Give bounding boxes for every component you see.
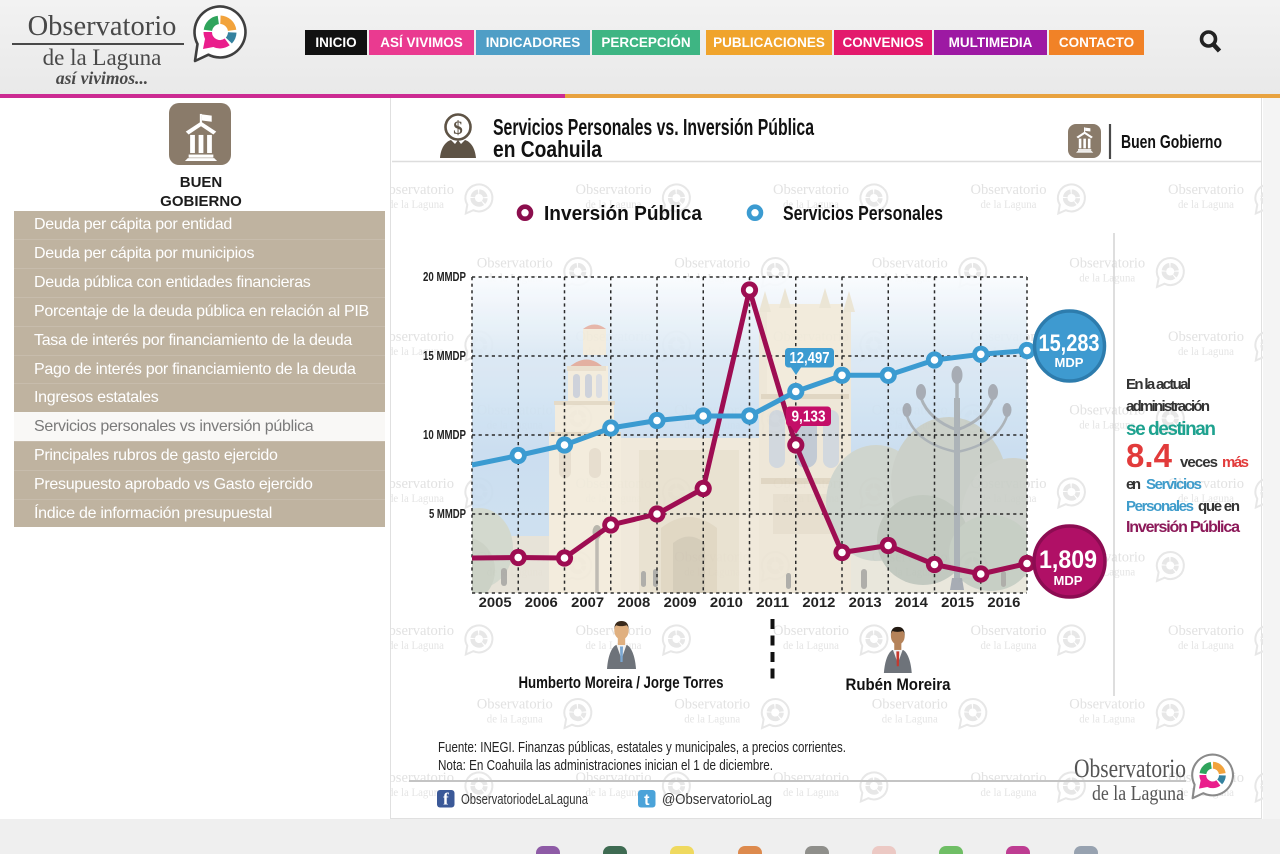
svg-text:1,809: 1,809 xyxy=(1039,546,1097,574)
svg-text:Observatorio: Observatorio xyxy=(391,329,454,345)
svg-text:9,133: 9,133 xyxy=(792,408,826,425)
svg-text:Observatorio: Observatorio xyxy=(1074,754,1186,783)
svg-text:veces: veces xyxy=(1180,454,1218,471)
svg-text:de la Laguna: de la Laguna xyxy=(1079,270,1136,284)
svg-text:de la Laguna: de la Laguna xyxy=(391,197,445,211)
svg-text:se destinan: se destinan xyxy=(1126,419,1216,440)
svg-text:de la Laguna: de la Laguna xyxy=(391,491,445,505)
svg-text:Humberto Moreira / Jorge Torre: Humberto Moreira / Jorge Torres xyxy=(519,673,724,692)
svg-text:Fuente: INEGI. Finanzas públic: Fuente: INEGI. Finanzas públicas, estata… xyxy=(438,739,846,756)
svg-text:que en: que en xyxy=(1198,498,1240,515)
svg-text:20 MMDP: 20 MMDP xyxy=(423,269,466,284)
svg-text:Observatorio: Observatorio xyxy=(391,623,454,639)
svg-text:de la Laguna: de la Laguna xyxy=(1178,491,1235,505)
svg-text:administración: administración xyxy=(1126,398,1210,415)
svg-text:de la Laguna: de la Laguna xyxy=(1079,711,1136,725)
svg-text:2012: 2012 xyxy=(802,595,835,610)
svg-text:15 MMDP: 15 MMDP xyxy=(423,348,466,363)
svg-text:de la Laguna: de la Laguna xyxy=(1079,417,1136,431)
svg-text:Rubén Moreira: Rubén Moreira xyxy=(846,675,951,694)
svg-text:de la Laguna: de la Laguna xyxy=(487,711,544,725)
svg-text:Servicios: Servicios xyxy=(1146,476,1202,493)
svg-text:Observatorio: Observatorio xyxy=(391,476,454,492)
svg-text:Observatorio: Observatorio xyxy=(872,696,948,712)
svg-text:Buen Gobierno: Buen Gobierno xyxy=(1121,131,1222,152)
svg-text:15,283: 15,283 xyxy=(1039,330,1100,357)
svg-text:En la actual: En la actual xyxy=(1126,376,1191,393)
svg-text:de la Laguna: de la Laguna xyxy=(981,638,1038,652)
svg-text:de la Laguna: de la Laguna xyxy=(882,711,939,725)
svg-text:Observatorio: Observatorio xyxy=(1168,623,1244,639)
svg-text:de la Laguna: de la Laguna xyxy=(783,638,840,652)
svg-text:Observatorio: Observatorio xyxy=(576,623,652,639)
svg-text:$: $ xyxy=(453,118,463,139)
svg-text:2005: 2005 xyxy=(479,595,513,610)
svg-text:de la Laguna: de la Laguna xyxy=(586,197,643,211)
svg-text:Observatorio: Observatorio xyxy=(674,696,750,712)
svg-text:Observatorio: Observatorio xyxy=(773,770,849,786)
svg-text:Observatorio: Observatorio xyxy=(872,255,948,271)
svg-text:de la Laguna: de la Laguna xyxy=(391,638,445,652)
svg-text:de la Laguna: de la Laguna xyxy=(1092,781,1185,805)
svg-text:Nota: En Coahuila las administ: Nota: En Coahuila las administraciones i… xyxy=(438,757,773,774)
svg-text:Observatorio: Observatorio xyxy=(1168,476,1244,492)
svg-text:2006: 2006 xyxy=(525,595,559,610)
svg-text:Observatorio: Observatorio xyxy=(1069,402,1145,418)
svg-text:de la Laguna: de la Laguna xyxy=(981,785,1038,799)
svg-text:@ObservatorioLag: @ObservatorioLag xyxy=(662,791,772,808)
svg-text:Observatorio: Observatorio xyxy=(477,255,553,271)
svg-text:8.4: 8.4 xyxy=(1126,437,1173,474)
svg-text:de la Laguna: de la Laguna xyxy=(684,711,741,725)
svg-text:en: en xyxy=(1126,476,1141,493)
svg-text:Personales: Personales xyxy=(1126,498,1194,515)
svg-text:Observatorio: Observatorio xyxy=(1168,182,1244,198)
svg-text:de la Laguna: de la Laguna xyxy=(391,344,445,358)
svg-text:MDP: MDP xyxy=(1054,573,1083,588)
svg-text:Observatorio: Observatorio xyxy=(1069,255,1145,271)
svg-text:de la Laguna: de la Laguna xyxy=(981,197,1038,211)
svg-text:Inversión Pública: Inversión Pública xyxy=(544,203,703,225)
svg-text:más: más xyxy=(1222,454,1249,471)
svg-text:ObservatoriodeLaLaguna: ObservatoriodeLaLaguna xyxy=(461,791,588,808)
svg-text:de la Laguna: de la Laguna xyxy=(1178,638,1235,652)
svg-text:de la Laguna: de la Laguna xyxy=(391,785,445,799)
svg-text:2015: 2015 xyxy=(941,595,975,610)
svg-text:2013: 2013 xyxy=(849,595,883,610)
svg-text:Servicios Personales vs. Inver: Servicios Personales vs. Inversión Públi… xyxy=(493,114,815,140)
svg-text:2011: 2011 xyxy=(756,595,790,610)
svg-text:Observatorio: Observatorio xyxy=(477,696,553,712)
svg-text:2008: 2008 xyxy=(617,595,651,610)
svg-text:Observatorio: Observatorio xyxy=(391,182,454,198)
svg-text:5 MMDP: 5 MMDP xyxy=(429,506,466,521)
svg-text:Observatorio: Observatorio xyxy=(576,182,652,198)
svg-text:en Coahuila: en Coahuila xyxy=(493,136,603,162)
svg-text:Observatorio: Observatorio xyxy=(971,770,1047,786)
svg-text:2010: 2010 xyxy=(710,595,743,610)
svg-text:t: t xyxy=(644,792,650,809)
svg-text:Observatorio: Observatorio xyxy=(1069,696,1145,712)
svg-text:Observatorio: Observatorio xyxy=(971,182,1047,198)
svg-text:de la Laguna: de la Laguna xyxy=(1178,197,1235,211)
svg-text:Inversión Pública: Inversión Pública xyxy=(1126,519,1240,536)
svg-text:2014: 2014 xyxy=(895,595,929,610)
svg-text:MDP: MDP xyxy=(1055,355,1084,370)
svg-text:Observatorio: Observatorio xyxy=(773,182,849,198)
svg-text:Observatorio: Observatorio xyxy=(674,255,750,271)
svg-text:Observatorio: Observatorio xyxy=(971,623,1047,639)
svg-text:2007: 2007 xyxy=(571,595,604,610)
svg-text:Observatorio: Observatorio xyxy=(773,623,849,639)
svg-text:de la Laguna: de la Laguna xyxy=(586,785,643,799)
svg-text:2016: 2016 xyxy=(987,595,1021,610)
svg-text:12,497: 12,497 xyxy=(790,350,830,367)
svg-text:de la Laguna: de la Laguna xyxy=(783,785,840,799)
svg-text:f: f xyxy=(443,789,449,808)
svg-text:de la Laguna: de la Laguna xyxy=(1178,344,1235,358)
svg-text:10 MMDP: 10 MMDP xyxy=(423,427,466,442)
svg-text:Servicios Personales: Servicios Personales xyxy=(783,203,943,225)
svg-text:de la Laguna: de la Laguna xyxy=(783,197,840,211)
svg-text:2009: 2009 xyxy=(664,595,697,610)
svg-text:Observatorio: Observatorio xyxy=(1168,329,1244,345)
